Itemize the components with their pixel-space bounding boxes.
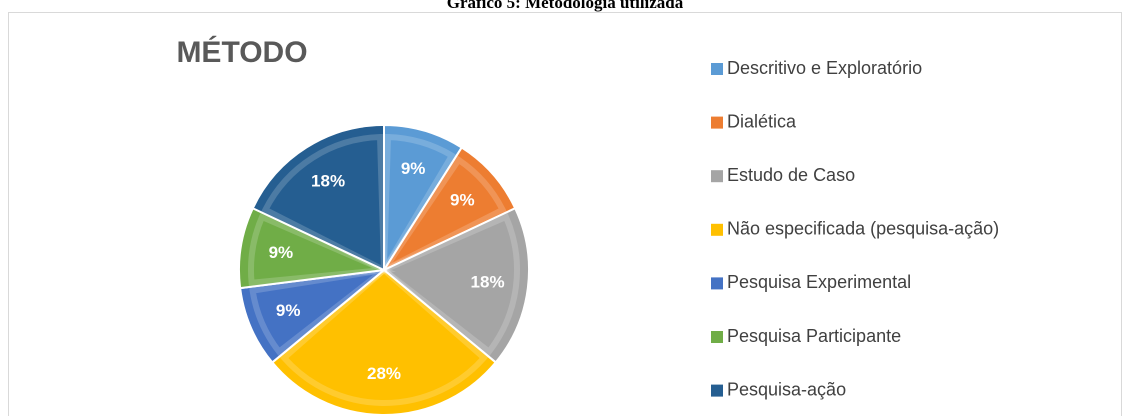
- legend-swatch: [711, 63, 723, 75]
- pie: 9% 9% 18% 28% 9% 9% 18%: [238, 123, 530, 416]
- slice-bevel: [248, 213, 396, 286]
- legend-swatch: [711, 331, 723, 343]
- legend-label: Estudo de Caso: [727, 165, 855, 185]
- pie-slice: [382, 206, 530, 364]
- legend-swatch: [711, 384, 723, 397]
- slice-bevel: [279, 266, 489, 406]
- slice-bevel: [380, 133, 456, 282]
- chart-title: MÉTODO: [176, 35, 307, 69]
- slice-bevel: [261, 133, 388, 275]
- legend-label: Pesquisa-ação: [727, 379, 846, 399]
- legend-swatch: [711, 116, 723, 129]
- value-label: 28%: [367, 364, 401, 383]
- slice-bevel: [249, 265, 396, 356]
- pie-slice: [238, 206, 388, 290]
- pie-slice: [270, 268, 498, 416]
- slice-bevel: [378, 213, 520, 356]
- pie-slice: [383, 123, 464, 274]
- pie-slice: [251, 123, 385, 272]
- legend-label: Pesquisa Participante: [727, 326, 901, 346]
- caption: Gráfico 5: Metodologia utilizada: [447, 0, 684, 12]
- value-label: 9%: [269, 243, 294, 262]
- pie-slice: [239, 268, 388, 364]
- legend-swatch: [711, 277, 723, 290]
- value-label: 9%: [450, 190, 475, 209]
- legend-swatch: [711, 223, 723, 236]
- pie-slice: [381, 146, 517, 273]
- legend-label: Descritivo e Exploratório: [727, 58, 922, 78]
- legend: Descritivo e Exploratório Dialética Estudo…: [711, 58, 999, 399]
- legend-label: Não especificada (pesquisa-ação): [727, 219, 999, 239]
- legend-label: Dialética: [727, 111, 797, 131]
- slice-bevel: [375, 155, 507, 278]
- legend-label: Pesquisa Experimental: [727, 272, 911, 292]
- chart-area: [8, 12, 1122, 416]
- value-label: 9%: [276, 301, 301, 320]
- value-label: 9%: [401, 159, 426, 178]
- legend-swatch: [711, 170, 723, 183]
- value-label: 18%: [471, 273, 505, 292]
- value-label: 18%: [311, 171, 345, 190]
